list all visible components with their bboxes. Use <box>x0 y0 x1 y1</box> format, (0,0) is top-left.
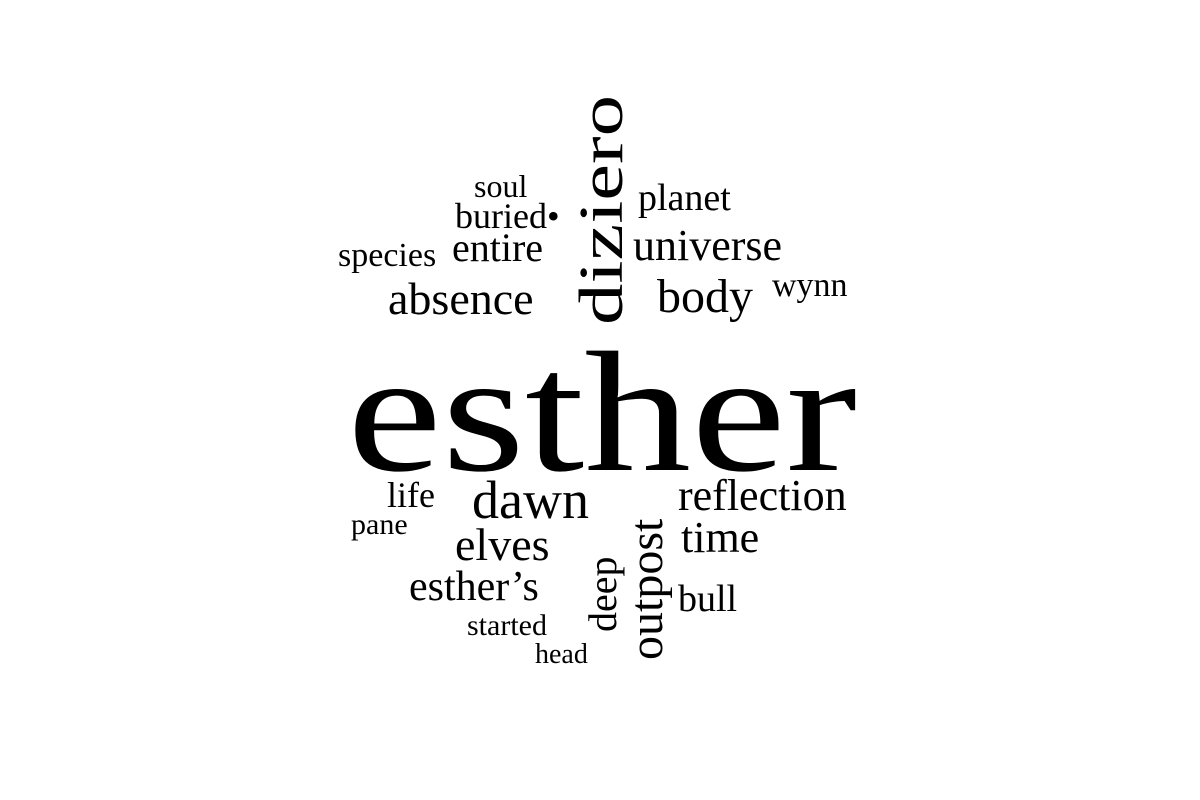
word-dawn: dawn <box>472 470 589 530</box>
word-outpost: outpost <box>620 518 673 660</box>
word-pane: pane <box>351 508 408 541</box>
word-bull: bull <box>678 578 737 620</box>
word-entire: entire <box>452 225 543 270</box>
word-deep: deep <box>580 556 625 632</box>
word-soul: soul <box>474 168 527 204</box>
word-started: started <box>467 609 547 642</box>
word-esthers: esther’s <box>409 564 539 610</box>
word-head: head <box>535 639 588 670</box>
word-planet: planet <box>638 177 731 219</box>
word-elves: elves <box>455 519 550 570</box>
word-esther: esther <box>347 318 857 508</box>
word-wynn: wynn <box>772 267 848 304</box>
word-diziero: diziero <box>568 95 636 325</box>
word-body: body <box>657 270 753 323</box>
word-time: time <box>681 513 759 562</box>
word-reflection: reflection <box>678 471 847 520</box>
word-species: species <box>338 237 436 274</box>
word-universe: universe <box>633 221 782 270</box>
word-life: life <box>387 475 435 515</box>
word-buried: buried• <box>455 196 560 236</box>
word-absence: absence <box>388 273 534 324</box>
